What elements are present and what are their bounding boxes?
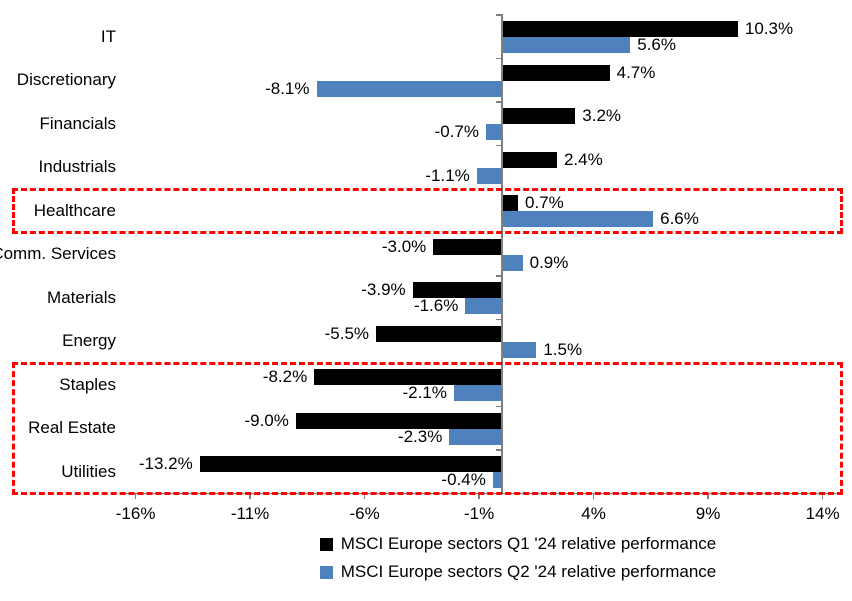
value-label: 3.2%	[582, 106, 622, 125]
value-label: -3.9%	[361, 280, 406, 299]
x-axis-line	[120, 492, 843, 494]
category-tick	[496, 101, 503, 103]
category-tick	[496, 231, 503, 233]
category-label: Healthcare	[33, 200, 116, 220]
legend-swatch-q2-icon	[319, 565, 333, 579]
category-tick	[496, 362, 503, 364]
x-axis-tick-label: 4%	[581, 503, 606, 523]
data-bar	[502, 108, 576, 124]
x-axis-tick-label: -6%	[349, 503, 380, 523]
x-axis-tick	[478, 493, 480, 499]
data-bar	[502, 151, 557, 168]
x-axis-tick-label: 14%	[805, 503, 840, 523]
category-tick	[496, 449, 503, 451]
data-bar	[314, 369, 502, 385]
category-tick	[496, 318, 503, 320]
data-bar	[412, 282, 502, 298]
x-axis-tick	[592, 493, 595, 499]
data-bar	[502, 195, 519, 211]
category-label: Energy	[62, 331, 116, 351]
legend: MSCI Europe sectors Q1 '24 relative perf…	[184, 534, 852, 582]
value-label: 0.9%	[529, 252, 569, 272]
value-label: 1.5%	[543, 339, 583, 359]
x-axis-tick	[363, 493, 366, 499]
data-bar	[453, 385, 502, 401]
x-axis-tick	[821, 493, 824, 499]
category-label: Materials	[47, 287, 116, 307]
x-axis-tick	[134, 493, 137, 499]
category-tick	[496, 144, 503, 146]
data-bar	[199, 456, 502, 472]
data-bar	[476, 167, 502, 184]
x-axis-tick	[707, 493, 709, 499]
zero-axis-line	[501, 15, 503, 494]
value-label: -3.0%	[381, 236, 427, 256]
data-bar	[502, 254, 523, 271]
data-bar	[492, 472, 502, 488]
category-label: Financials	[39, 113, 116, 133]
legend-label-q2: MSCI Europe sectors Q2 '24 relative perf…	[340, 562, 717, 581]
category-label: Utilities	[61, 461, 116, 481]
x-axis-tick-label: 9%	[695, 503, 721, 523]
category-label: Real Estate	[28, 418, 116, 438]
x-axis-tick-label: -16%	[115, 503, 156, 523]
value-label: 0.7%	[525, 193, 564, 212]
value-label: -13.2%	[138, 454, 193, 473]
data-bar	[316, 80, 502, 97]
category-tick	[496, 188, 503, 190]
category-label: Comm. Services	[0, 244, 116, 264]
data-bar	[433, 238, 502, 255]
value-label: -0.4%	[441, 470, 486, 489]
value-label: 2.4%	[563, 149, 603, 169]
legend-swatch-q1-icon	[319, 537, 333, 551]
data-bar	[502, 21, 738, 37]
legend-item-q1: MSCI Europe sectors Q1 '24 relative perf…	[319, 534, 717, 554]
value-label: -5.5%	[324, 323, 370, 343]
legend-item-q2: MSCI Europe sectors Q2 '24 relative perf…	[319, 562, 717, 582]
data-bar	[502, 211, 654, 227]
category-label: Industrials	[38, 157, 116, 177]
value-label: -9.0%	[244, 410, 289, 430]
data-bar	[502, 341, 537, 358]
category-tick	[496, 275, 503, 277]
category-tick	[496, 492, 503, 494]
category-label: Staples	[59, 374, 116, 394]
value-label: -0.7%	[434, 122, 479, 141]
legend-label-q1: MSCI Europe sectors Q1 '24 relative perf…	[340, 534, 717, 553]
x-axis-tick-label: -1%	[463, 503, 495, 523]
value-label: 5.6%	[637, 35, 676, 54]
value-label: -2.1%	[402, 383, 447, 402]
value-label: -1.6%	[413, 296, 459, 315]
value-label: -8.2%	[262, 367, 308, 386]
category-label: Discretionary	[16, 70, 116, 90]
data-bar	[502, 64, 610, 81]
category-tick	[496, 57, 503, 59]
data-bar	[502, 37, 631, 53]
x-axis-tick	[249, 493, 251, 499]
x-axis-tick-label: -11%	[230, 503, 270, 523]
value-label: -8.1%	[265, 78, 310, 98]
category-tick	[496, 14, 503, 16]
value-label: 10.3%	[744, 19, 794, 38]
healthcare-highlight	[12, 187, 843, 234]
data-bar	[376, 325, 502, 342]
data-bar	[449, 428, 502, 445]
value-label: 6.6%	[660, 209, 699, 228]
data-bar	[485, 124, 502, 140]
data-bar	[465, 298, 502, 314]
category-label: IT	[100, 26, 116, 46]
data-bar	[295, 412, 502, 429]
category-tick	[496, 405, 503, 407]
value-label: -1.1%	[425, 165, 470, 185]
value-label: 4.7%	[616, 62, 656, 82]
value-label: -2.3%	[397, 426, 443, 446]
